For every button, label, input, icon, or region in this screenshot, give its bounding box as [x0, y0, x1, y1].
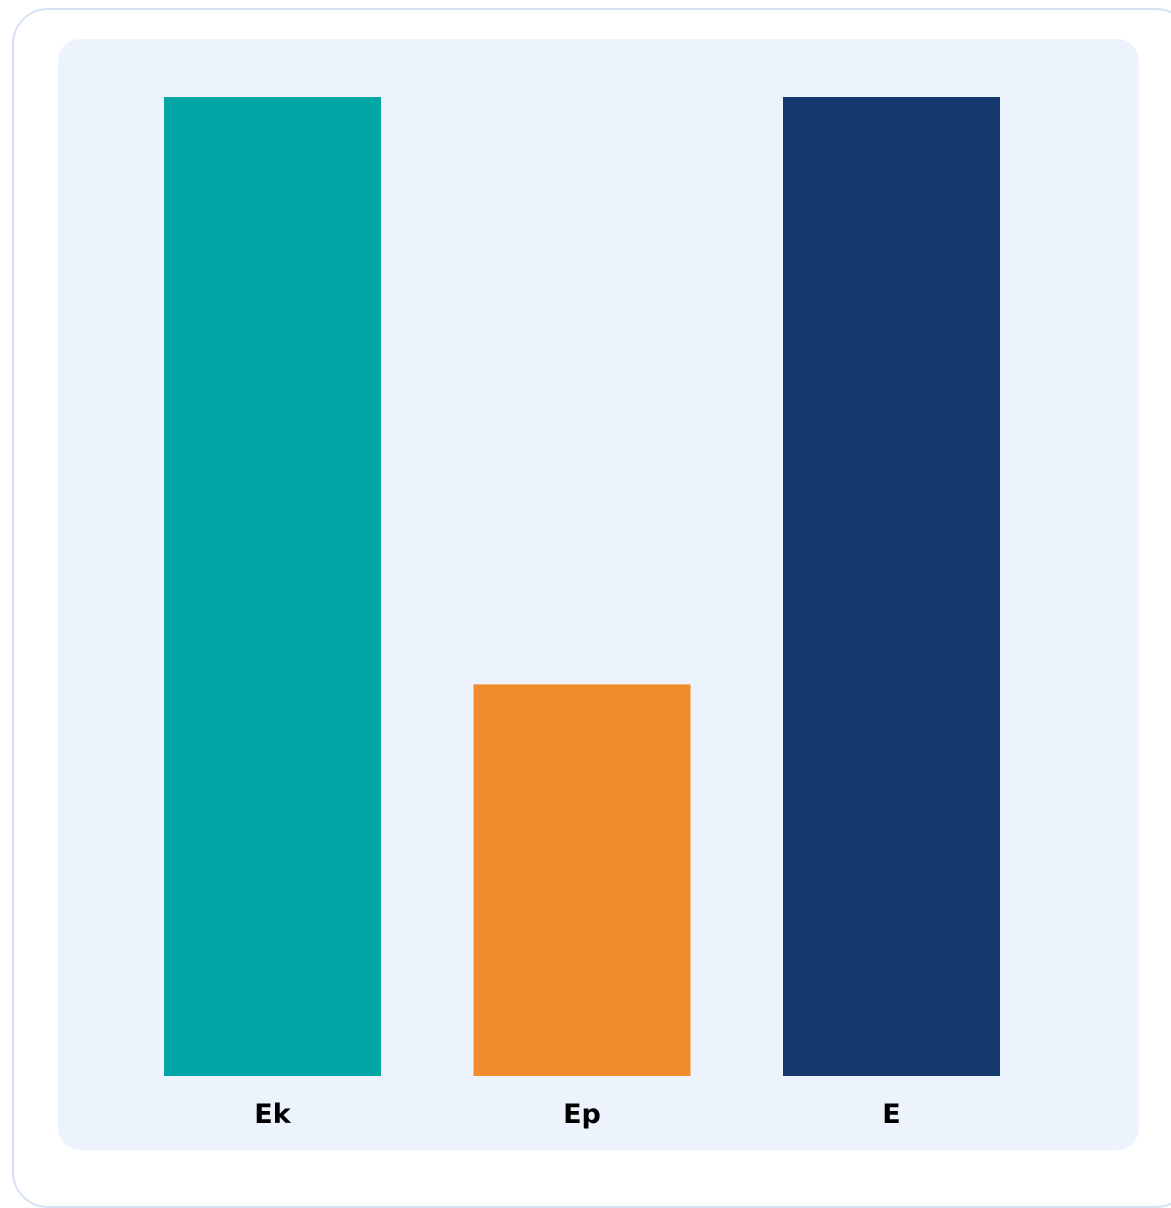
bar-e: [783, 97, 1000, 1076]
x-tick-label-ek: Ek: [254, 1099, 291, 1130]
category-labels-group: Ek Ep E: [254, 1099, 900, 1130]
bar-ep: [473, 684, 691, 1076]
x-tick-label-ep: Ep: [563, 1099, 601, 1130]
bars-group: [164, 97, 1000, 1076]
x-tick-label-e: E: [882, 1099, 900, 1130]
bar-ek: [164, 97, 381, 1076]
